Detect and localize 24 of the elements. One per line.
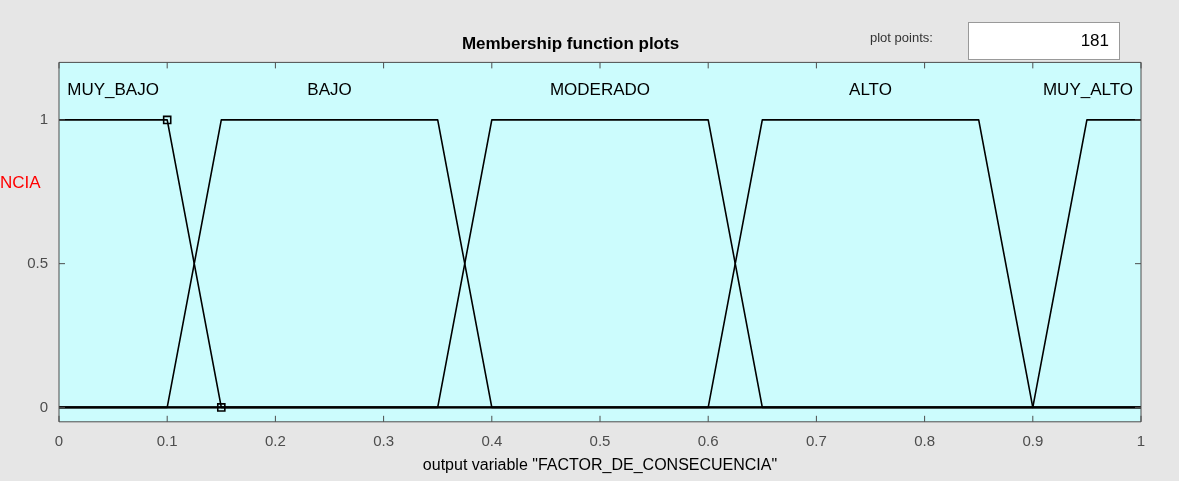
x-tick-label: 0.3: [373, 431, 395, 449]
x-tick-label: 0.6: [697, 431, 719, 449]
series-label: ALTO: [849, 80, 892, 100]
x-tick-label: 0: [54, 431, 64, 449]
y-tick-label: 0.5: [27, 253, 48, 271]
y-axis-title: NCIA: [0, 172, 42, 192]
series-label: MUY_BAJO: [67, 80, 159, 100]
x-tick-label: 0.5: [589, 431, 611, 449]
x-tick-label: 0.9: [1022, 431, 1044, 449]
x-tick-label: 1: [1136, 431, 1146, 449]
text: plot points:: [870, 30, 933, 45]
chart-title: Membership function plots: [461, 33, 680, 53]
series-label: MUY_ALTO: [1042, 80, 1134, 100]
x-tick-label: 0.2: [264, 431, 286, 449]
x-tick-label: 0.1: [156, 431, 178, 449]
x-tick-label: 0.8: [914, 431, 936, 449]
y-tick-label: 1: [39, 110, 48, 128]
text-field: 181: [968, 22, 1120, 60]
series-label: BAJO: [307, 80, 352, 100]
x-axis-title: output variable "FACTOR_DE_CONSECUENCIA": [422, 455, 778, 474]
series-label: MODERADO: [549, 80, 651, 100]
x-tick-label: 0.7: [805, 431, 827, 449]
y-tick-label: 0: [39, 397, 48, 415]
x-tick-label: 0.4: [481, 431, 503, 449]
